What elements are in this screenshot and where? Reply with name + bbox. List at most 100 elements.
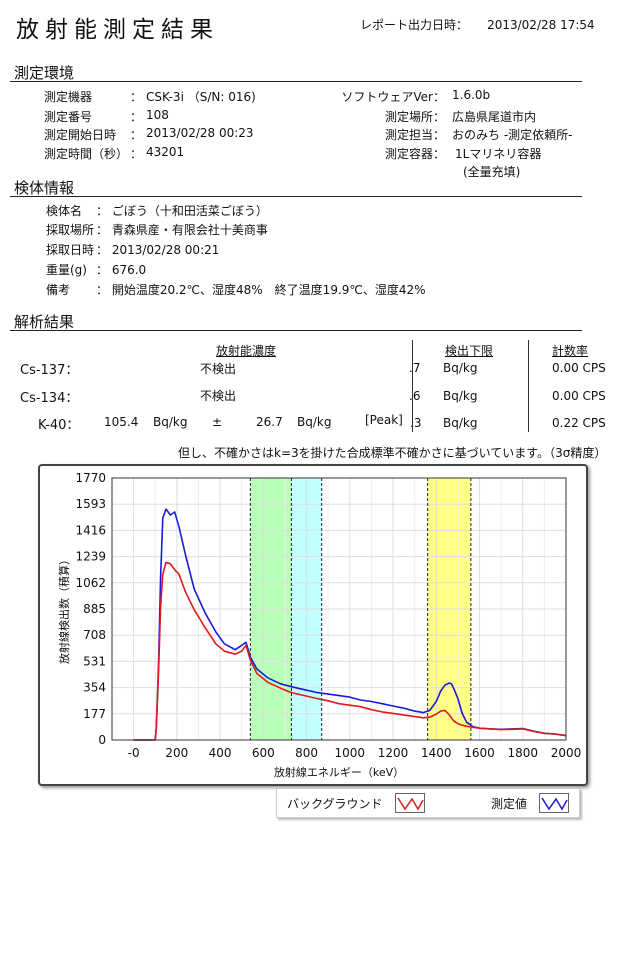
env-value-location: 広島県尾道市内 bbox=[452, 110, 537, 124]
x-tick-label: 1400 bbox=[421, 746, 452, 760]
env-value-software: 1.6.0b bbox=[452, 88, 491, 102]
spectrum-chart: 0 177 354 531 708 885 1062 1239 1416 1593 1770 -0 20… bbox=[57, 471, 582, 779]
sample-value-place: ： 青森県産・有限会社十美商事 bbox=[96, 223, 268, 237]
k40-value: 105.4 bbox=[104, 415, 139, 429]
uncertainty-note: 但し、不確かさはk=3を掛けた合成標準不確かさに基づいています。（3σ精度） bbox=[178, 446, 607, 460]
report-datetime: 2013/02/28 17:54 bbox=[487, 18, 595, 32]
y-tick-label: 1239 bbox=[75, 550, 106, 564]
env-label-device: 測定機器 bbox=[44, 90, 93, 104]
env-label-software: ソフトウェアVer： bbox=[341, 90, 445, 104]
colon: ： bbox=[130, 128, 143, 142]
sample-value-date: ： 2013/02/28 00:21 bbox=[96, 243, 220, 257]
nuclide-cs134: Cs-134： bbox=[20, 391, 79, 406]
env-label-container: 測定容器： bbox=[384, 147, 445, 161]
k40-limit-unit: Bq/kg bbox=[443, 416, 478, 430]
report-output-label: レポート出力日時： 2013/02/28 17:54 bbox=[360, 16, 595, 33]
y-tick-label: 177 bbox=[83, 707, 106, 721]
k40-unit: Bq/kg bbox=[153, 415, 188, 429]
cs137-limit: .7 bbox=[409, 361, 421, 375]
nuclide-k40: K-40： bbox=[38, 418, 80, 433]
env-label-start: 測定開始日時 bbox=[44, 128, 117, 142]
env-value-number: 108 bbox=[146, 108, 169, 122]
series-line bbox=[133, 561, 567, 741]
cs137-cps: 0.00 CPS bbox=[552, 361, 606, 375]
y-tick-label: 0 bbox=[98, 733, 106, 747]
x-tick-label: 400 bbox=[209, 746, 232, 760]
sample-value-weight: ： 676.0 bbox=[96, 263, 147, 277]
chart-legend: バックグラウンド 測定値 bbox=[276, 788, 580, 818]
col-header-detection-limit: 検出下限 bbox=[445, 344, 494, 358]
env-value-device: CSK-3i （S/N: 016) bbox=[146, 90, 256, 104]
y-tick-label: 1416 bbox=[75, 523, 106, 537]
divider bbox=[10, 196, 582, 197]
cs134-limit: .6 bbox=[409, 389, 421, 403]
k40-plusminus: ± bbox=[212, 415, 223, 429]
x-tick-label: -0 bbox=[128, 746, 140, 760]
env-label-duration: 測定時間（秒） bbox=[44, 147, 129, 161]
divider bbox=[10, 81, 582, 82]
k40-unit2: Bq/kg bbox=[297, 415, 332, 429]
report-label: レポート出力日時： bbox=[360, 18, 469, 32]
env-value-duration: 43201 bbox=[146, 145, 185, 159]
legend-swatch-background-icon bbox=[395, 793, 425, 813]
legend-label-background: バックグラウンド bbox=[287, 797, 383, 811]
x-tick-label: 1600 bbox=[464, 746, 495, 760]
nuclide-cs137: Cs-137： bbox=[20, 363, 79, 378]
col-header-concentration: 放射能濃度 bbox=[216, 344, 277, 358]
env-value-start: 2013/02/28 00:23 bbox=[146, 126, 254, 140]
sample-value-name: ： ごぼう（十和田活菜ごぼう） bbox=[96, 204, 268, 218]
env-value-container: 1Lマリネリ容器 bbox=[455, 147, 542, 161]
x-tick-label: 600 bbox=[252, 746, 275, 760]
y-tick-label: 531 bbox=[83, 654, 106, 668]
env-label-location: 測定場所： bbox=[384, 110, 445, 124]
spectrum-chart-frame: 0 177 354 531 708 885 1062 1239 1416 1593 1770 -0 20… bbox=[38, 464, 588, 786]
env-label-number: 測定番号 bbox=[44, 110, 93, 124]
y-tick-label: 885 bbox=[83, 602, 106, 616]
column-divider bbox=[412, 340, 413, 432]
sample-value-notes: ： 開始温度20.2℃、湿度48% 終了温度19.9℃、湿度42% bbox=[96, 283, 426, 297]
sample-label-name: 検体名 bbox=[46, 204, 83, 218]
x-tick-label: 2000 bbox=[551, 746, 582, 760]
sample-label-date: 採取日時 bbox=[46, 243, 95, 257]
colon: ： bbox=[130, 110, 143, 124]
cs134-result: 不検出 bbox=[200, 389, 237, 403]
k40-peak: [Peak] bbox=[365, 413, 403, 427]
x-tick-label: 800 bbox=[295, 746, 318, 760]
sample-label-notes: 備考 bbox=[46, 283, 71, 297]
divider bbox=[10, 330, 582, 331]
x-axis-label: 放射線エネルギー（keV） bbox=[274, 765, 404, 779]
cs137-limit-unit: Bq/kg bbox=[443, 361, 478, 375]
plot-border bbox=[111, 477, 567, 741]
y-tick-label: 1770 bbox=[75, 471, 106, 485]
col-header-count-rate: 計数率 bbox=[552, 344, 589, 358]
cs134-cps: 0.00 CPS bbox=[552, 389, 606, 403]
y-tick-label: 1062 bbox=[75, 576, 106, 590]
section-env-title: 測定環境 bbox=[14, 64, 75, 82]
section-sample-title: 検体情報 bbox=[14, 179, 75, 197]
env-value-operator: おのみち -測定依頼所- bbox=[452, 128, 573, 142]
section-analysis-title: 解析結果 bbox=[14, 313, 75, 331]
y-tick-label: 1593 bbox=[75, 497, 106, 511]
x-tick-label: 1000 bbox=[335, 746, 366, 760]
k40-uncertainty: 26.7 bbox=[256, 415, 283, 429]
page-title: 放射能測定結果 bbox=[16, 17, 219, 43]
x-tick-label: 200 bbox=[165, 746, 188, 760]
env-container-note: (全量充填) bbox=[463, 165, 521, 179]
sample-label-weight: 重量(g) bbox=[46, 263, 87, 277]
column-divider bbox=[528, 340, 529, 432]
colon: ： bbox=[130, 90, 143, 104]
k40-limit: .3 bbox=[410, 416, 422, 430]
x-tick-label: 1800 bbox=[507, 746, 538, 760]
y-tick-label: 354 bbox=[83, 681, 106, 695]
k40-cps: 0.22 CPS bbox=[552, 416, 606, 430]
sample-label-place: 採取場所 bbox=[46, 223, 95, 237]
x-tick-label: 1200 bbox=[378, 746, 409, 760]
y-tick-label: 708 bbox=[83, 628, 106, 642]
legend-label-measured: 測定値 bbox=[491, 797, 528, 811]
y-axis-label: 放射線検出数（積算） bbox=[57, 554, 71, 664]
legend-swatch-measured-icon bbox=[539, 793, 569, 813]
cs134-limit-unit: Bq/kg bbox=[443, 389, 478, 403]
colon: ： bbox=[130, 147, 143, 161]
cs137-result: 不検出 bbox=[200, 362, 237, 376]
env-label-operator: 測定担当： bbox=[384, 128, 445, 142]
